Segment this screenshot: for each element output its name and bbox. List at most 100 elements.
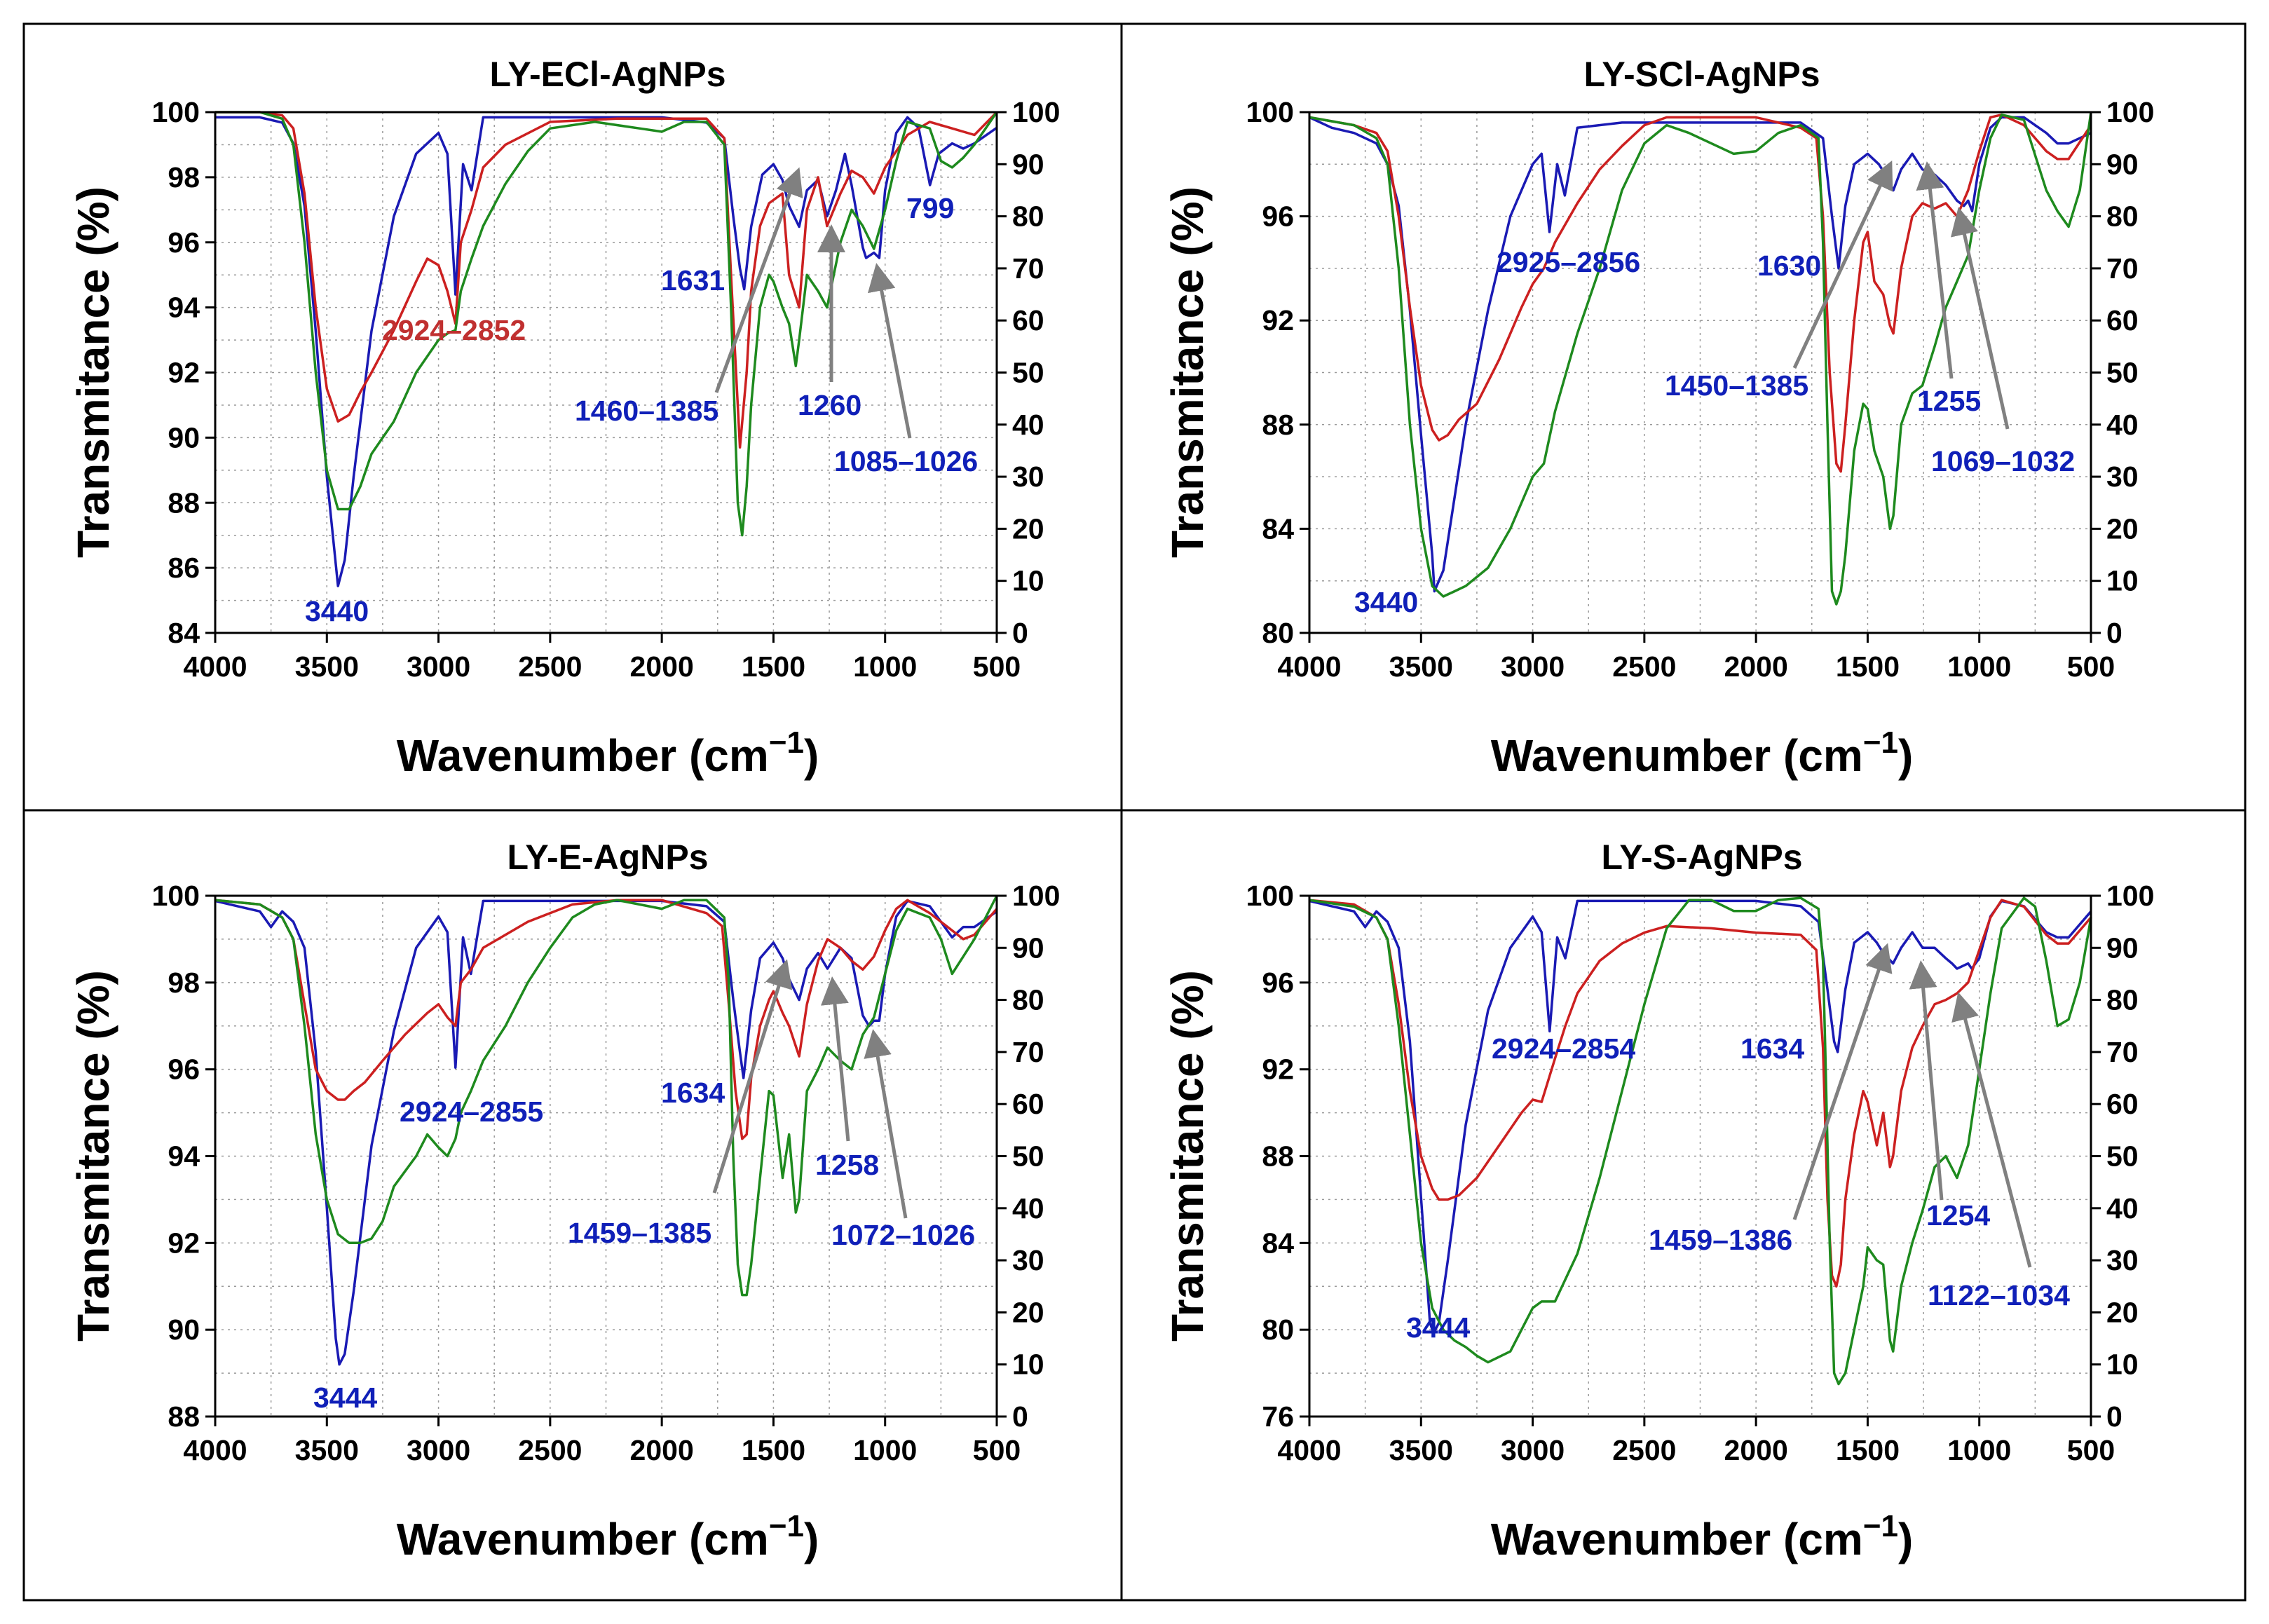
- annotation-arrow: [1950, 207, 2010, 430]
- x-tick-label: 2000: [630, 650, 694, 683]
- x-axis-title: Wavenumber (cm−1): [397, 1509, 819, 1564]
- x-axis-title: Wavenumber (cm−1): [1491, 1509, 1914, 1564]
- y-tick-label: 90: [168, 1313, 200, 1346]
- panel-ly-scl-agnps: LY-SCl-AgNPs 4000 3500 3000 2500 2000 1500 100…: [1162, 55, 2154, 781]
- y2-tick-label: 60: [1012, 1088, 1044, 1120]
- x-tick-label: 3500: [1389, 650, 1453, 683]
- peak-label-1634: 1634: [661, 1077, 725, 1109]
- y-axis-title: Transmitance (%): [68, 970, 118, 1342]
- peak-label-1631: 1631: [661, 264, 725, 296]
- y2-tick-label: 80: [1012, 200, 1044, 233]
- series-line-red: [214, 899, 998, 1140]
- y2-tick-label: 20: [2106, 1296, 2139, 1328]
- peak-label-1255: 1255: [1917, 385, 1981, 417]
- peak-label-1459-1385: 1459–1385: [568, 1217, 711, 1249]
- y2-tick-label: 70: [2106, 1036, 2139, 1068]
- series-line-green: [215, 111, 998, 537]
- peak-label-1634: 1634: [1740, 1032, 1804, 1065]
- peak-label-1630: 1630: [1757, 250, 1821, 282]
- peak-label-1085-1026: 1085–1026: [834, 445, 978, 477]
- x-tick-label: 1000: [1947, 1434, 2011, 1466]
- panel-title: LY-ECl-AgNPs: [489, 55, 725, 94]
- y2-tick-label: 40: [2106, 409, 2139, 441]
- x-tick-label: 2000: [1724, 650, 1788, 683]
- y2-tick-label: 70: [1012, 252, 1044, 285]
- y2-tick-label: 50: [2106, 1140, 2139, 1173]
- series-line-red: [1309, 113, 2092, 473]
- y2-tick-label: 0: [1012, 617, 1028, 649]
- annotation-arrow: [712, 959, 793, 1194]
- annotation-arrow: [1909, 960, 1944, 1201]
- y2-tick-label: 60: [2106, 1088, 2139, 1120]
- y2-tick-label: 90: [1012, 148, 1044, 180]
- y2-tick-label: 30: [2106, 460, 2139, 493]
- y2-tick-label: 90: [2106, 148, 2139, 180]
- y2-tick-label: 20: [1012, 1296, 1044, 1328]
- y2-tick-label: 50: [2106, 357, 2139, 389]
- y-tick-label: 100: [152, 880, 200, 912]
- y2-tick-label: 100: [1012, 880, 1060, 912]
- series-line-green: [214, 895, 998, 1297]
- x-tick-label: 2500: [518, 650, 582, 683]
- x-tick-label: 4000: [183, 650, 247, 683]
- y-axis-title: Transmitance (%): [1162, 970, 1213, 1342]
- peak-label-2924-2854: 2924–2854: [1492, 1032, 1635, 1065]
- y-tick-label: 80: [1262, 617, 1294, 649]
- peak-label-1072-1026: 1072–1026: [831, 1219, 975, 1251]
- y-tick-label: 88: [168, 486, 200, 519]
- peak-label-1069-1032: 1069–1032: [1931, 445, 2075, 477]
- y2-tick-label: 90: [1012, 932, 1044, 964]
- annotation-arrow: [1792, 943, 1893, 1220]
- annotation-arrow: [1951, 992, 2032, 1268]
- x-tick-label: 1500: [742, 1434, 805, 1466]
- x-tick-label: 4000: [1277, 1434, 1341, 1466]
- y-tick-label: 92: [1262, 1053, 1294, 1086]
- peak-label-1459-1386: 1459–1386: [1649, 1224, 1792, 1256]
- y2-tick-label: 0: [2106, 1400, 2122, 1433]
- y2-tick-label: 10: [1012, 565, 1044, 597]
- x-tick-label: 2500: [518, 1434, 582, 1466]
- panel-ly-e-agnps: LY-E-AgNPs 4000 3500 3000 2500 2000 1500 1000 5…: [68, 838, 1060, 1564]
- x-tick-label: 1500: [1836, 650, 1900, 683]
- y2-tick-label: 100: [2106, 880, 2154, 912]
- peak-label-3440: 3440: [305, 595, 369, 627]
- y2-tick-label: 80: [2106, 984, 2139, 1016]
- series-line-blue: [214, 899, 998, 1366]
- y-axis-title: Transmitance (%): [1162, 186, 1213, 558]
- y-tick-label: 94: [168, 1140, 200, 1173]
- peak-label-2924-2852: 2924–2852: [382, 314, 526, 346]
- x-tick-label: 4000: [1277, 650, 1341, 683]
- peak-label-2924-2855: 2924–2855: [400, 1096, 543, 1128]
- y2-tick-label: 40: [1012, 1192, 1044, 1224]
- y-tick-label: 76: [1262, 1400, 1294, 1433]
- y2-tick-label: 80: [1012, 984, 1044, 1016]
- x-tick-label: 1000: [1947, 650, 2011, 683]
- peak-label-3440: 3440: [1354, 586, 1418, 618]
- annotation-arrow: [1792, 160, 1893, 369]
- x-tick-label: 500: [2067, 1434, 2115, 1466]
- y2-tick-label: 50: [1012, 1140, 1044, 1173]
- y-tick-label: 96: [168, 1053, 200, 1086]
- annotation-arrow: [868, 263, 912, 439]
- x-tick-label: 1500: [1836, 1434, 1900, 1466]
- y2-tick-label: 10: [1012, 1349, 1044, 1381]
- x-tick-label: 2500: [1612, 1434, 1676, 1466]
- y2-tick-label: 20: [1012, 512, 1044, 545]
- series-line-red: [215, 111, 998, 449]
- x-tick-label: 3500: [295, 1434, 359, 1466]
- peak-label-1450-1385: 1450–1385: [1665, 369, 1808, 402]
- series-line-green: [1309, 896, 2092, 1386]
- y-tick-label: 86: [168, 552, 200, 584]
- y2-tick-label: 100: [2106, 96, 2154, 128]
- panel-ly-ecl-agnps: LY-ECl-AgNPs 4000 3500 3000 2500 2000 1500 100…: [68, 55, 1060, 781]
- annotation-arrow: [1916, 161, 1954, 379]
- y2-tick-label: 0: [1012, 1400, 1028, 1433]
- y-tick-label: 88: [168, 1400, 200, 1433]
- y-tick-label: 98: [168, 161, 200, 193]
- y-tick-label: 96: [1262, 967, 1294, 999]
- y-tick-label: 96: [168, 226, 200, 259]
- y-tick-label: 88: [1262, 1140, 1294, 1173]
- y2-tick-label: 80: [2106, 200, 2139, 233]
- y-tick-label: 96: [1262, 200, 1294, 233]
